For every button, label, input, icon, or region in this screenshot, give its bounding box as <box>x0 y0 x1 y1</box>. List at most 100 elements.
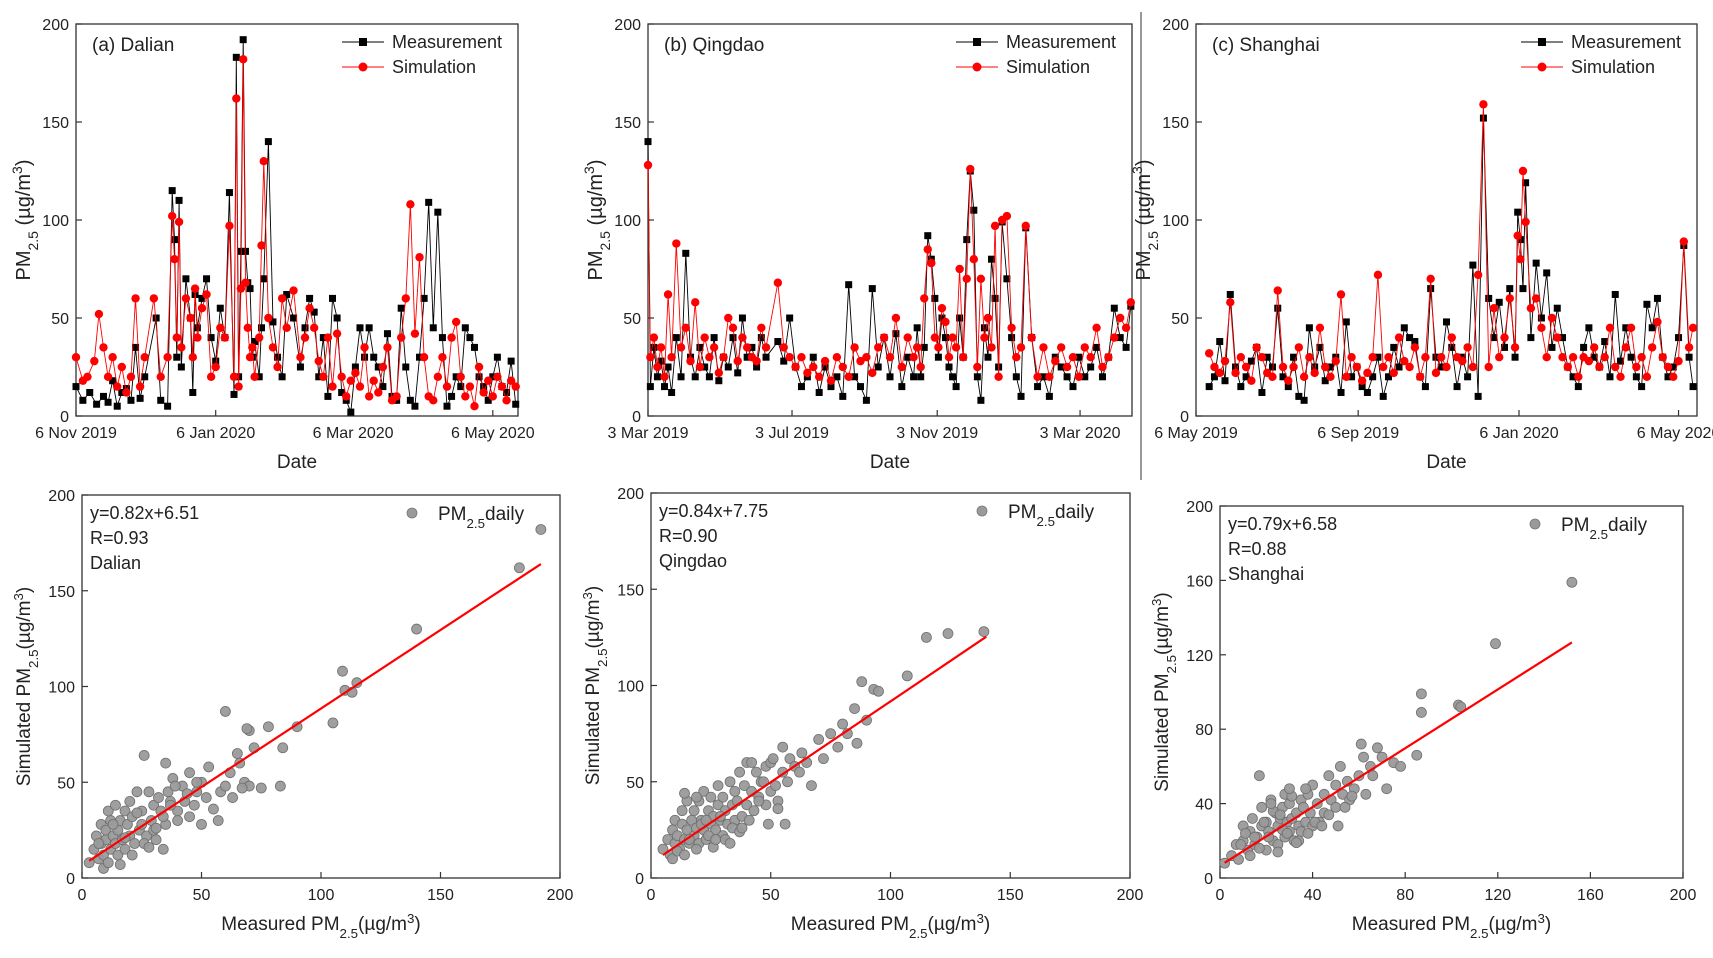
data-point <box>767 753 779 765</box>
data-point <box>934 343 943 352</box>
data-point <box>332 329 342 338</box>
data-point <box>230 390 238 398</box>
data-point <box>1547 313 1557 323</box>
data-point <box>1542 353 1551 362</box>
data-point <box>143 841 155 853</box>
legend-marker <box>1537 62 1547 72</box>
data-point <box>1258 388 1266 396</box>
data-point <box>1405 362 1414 372</box>
data-point <box>167 211 177 221</box>
data-point <box>1016 343 1026 352</box>
data-point <box>1252 343 1261 352</box>
data-point <box>470 402 479 411</box>
ylabel-unit-sup: 3 <box>9 166 25 174</box>
legend-post: daily <box>1608 515 1648 536</box>
x-tick-label: 80 <box>1396 887 1414 904</box>
data-point <box>980 324 988 332</box>
data-point <box>1522 179 1530 187</box>
data-point <box>184 811 195 823</box>
data-point <box>135 382 145 391</box>
data-point <box>1442 362 1451 372</box>
data-point <box>873 343 883 352</box>
data-point <box>1389 368 1398 378</box>
legend-label: Measurement <box>392 32 502 52</box>
data-point <box>1490 334 1498 342</box>
data-point <box>653 373 661 381</box>
data-point <box>1116 334 1124 342</box>
ylabel-unit-post: ) <box>1133 159 1155 166</box>
data-point <box>1559 334 1567 342</box>
data-point <box>100 824 112 836</box>
y-tick-label: 100 <box>614 213 641 230</box>
data-point <box>212 357 220 365</box>
data-point <box>338 388 346 396</box>
data-point <box>1247 357 1255 365</box>
data-point <box>719 353 728 362</box>
data-point <box>897 362 907 372</box>
data-point <box>245 353 255 362</box>
data-point <box>1342 318 1350 326</box>
y-tick-label: 120 <box>1186 648 1213 665</box>
data-point <box>772 803 784 815</box>
x-tick-label: 6 May 2020 <box>1637 425 1713 442</box>
data-point <box>324 392 332 400</box>
data-point <box>1104 353 1113 362</box>
data-point <box>733 356 742 366</box>
y-tick-label: 200 <box>617 486 644 503</box>
ylabel-unit-pre: (µg/m <box>585 174 607 231</box>
data-point <box>264 138 272 146</box>
data-point <box>736 822 748 834</box>
panel-title: (b) Qingdao <box>664 35 764 56</box>
data-point <box>1516 236 1524 244</box>
data-point <box>191 776 203 788</box>
data-point <box>873 685 884 697</box>
data-point <box>1339 801 1351 813</box>
data-point <box>681 323 690 332</box>
data-point <box>904 353 912 361</box>
panel-b: 0 50 100 150 200 3 Mar 2019 3 Jul 2019 3 Nov 20… <box>581 17 1136 473</box>
data-point <box>1033 372 1042 381</box>
data-point <box>920 294 929 303</box>
data-point <box>434 208 442 216</box>
data-point <box>1274 304 1282 312</box>
y-tick-label: 200 <box>614 17 641 34</box>
data-point <box>1347 353 1356 362</box>
y-tick-label: 100 <box>48 680 75 697</box>
data-point <box>994 372 1003 381</box>
data-point <box>1268 363 1276 371</box>
data-point <box>724 837 736 849</box>
legend-marker <box>1538 38 1546 46</box>
data-point <box>239 36 247 44</box>
data-point <box>1273 286 1282 295</box>
data-point <box>1279 373 1287 381</box>
data-point <box>1622 324 1630 332</box>
data-point <box>1637 353 1646 362</box>
data-point <box>1384 373 1392 381</box>
data-point <box>1039 373 1047 381</box>
data-point <box>1263 353 1271 361</box>
data-point <box>402 363 410 371</box>
data-point <box>1421 383 1429 391</box>
data-point <box>126 849 138 861</box>
x-tick-label: 160 <box>1577 887 1604 904</box>
data-point <box>1294 343 1304 352</box>
data-point <box>1621 343 1631 352</box>
data-point <box>1605 323 1615 332</box>
data-point <box>977 396 985 404</box>
data-point <box>258 324 266 332</box>
data-point <box>1253 770 1265 782</box>
xlabel-unit-pre: (µg/m <box>928 914 977 935</box>
data-point <box>1516 255 1525 264</box>
data-point <box>1558 353 1567 362</box>
data-point <box>1258 816 1270 828</box>
data-point <box>1543 269 1551 277</box>
data-point <box>1115 313 1125 323</box>
data-point <box>310 308 318 316</box>
data-point <box>511 382 520 391</box>
y-tick-label: 150 <box>1162 115 1189 132</box>
data-point <box>958 353 968 362</box>
data-point <box>1323 770 1335 782</box>
data-point <box>917 373 925 381</box>
data-point <box>1632 373 1640 381</box>
